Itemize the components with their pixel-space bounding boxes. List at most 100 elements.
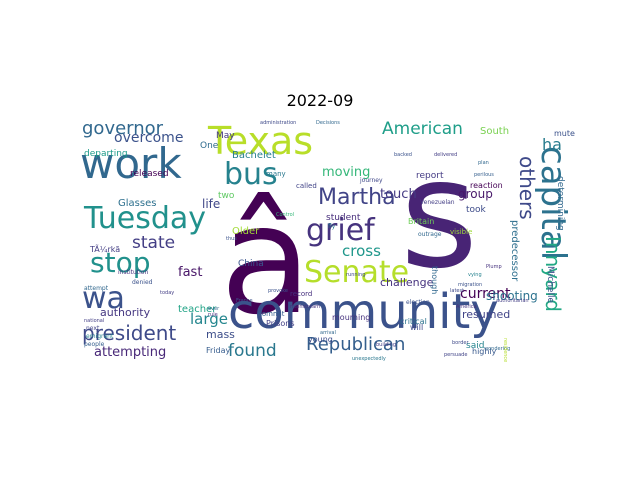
word-109: Control — [276, 212, 294, 218]
word-40: South — [480, 126, 509, 137]
word-91: wondering — [484, 346, 510, 352]
word-105: today — [160, 290, 174, 296]
word-71: commit — [258, 310, 285, 318]
word-100: perilous — [474, 172, 494, 178]
word-72: election — [406, 299, 430, 306]
word-22: large — [190, 310, 228, 328]
word-101: border — [452, 340, 469, 346]
word-98: backed — [394, 152, 412, 158]
word-59: young — [308, 335, 333, 344]
word-0: â — [220, 174, 312, 348]
word-10: grief — [306, 213, 376, 248]
word-48: One — [200, 141, 219, 151]
word-26: moving — [322, 165, 370, 180]
word-68: called — [296, 182, 317, 190]
word-37: teacher — [178, 304, 217, 315]
word-95: vying — [468, 272, 482, 278]
word-17: governor — [82, 118, 164, 139]
word-38: Older — [232, 226, 260, 237]
word-64: reaction — [470, 181, 503, 190]
word-56: Prisons — [266, 319, 295, 328]
word-63: mute — [554, 129, 575, 138]
word-cloud-area: â s community work Texas Tuesday capital Senate… — [80, 116, 576, 364]
word-19: found — [228, 341, 277, 361]
word-12: others — [515, 156, 539, 220]
word-111: France — [236, 298, 253, 304]
word-3: work — [80, 139, 182, 188]
word-77: institution — [118, 269, 148, 276]
word-8: stop — [90, 246, 150, 279]
word-29: fast — [178, 265, 202, 280]
word-81: emigrant — [86, 333, 114, 340]
word-70: record — [290, 290, 312, 298]
word-69: many — [266, 170, 286, 178]
word-45: took — [466, 205, 487, 215]
word-57: mourning — [332, 313, 370, 322]
word-79: denied — [132, 279, 153, 286]
word-86: arrival — [320, 330, 336, 336]
word-108: Plump — [486, 264, 502, 270]
word-52: two — [218, 191, 235, 201]
word-80: next — [86, 325, 100, 332]
word-2: community — [228, 284, 499, 340]
word-53: student — [326, 213, 361, 223]
word-51: departing — [84, 149, 128, 159]
word-76: fly — [328, 223, 336, 230]
word-93: authoritarian — [496, 298, 529, 304]
word-24: overcome — [114, 130, 183, 146]
word-41: Bachelet — [232, 150, 276, 161]
word-103: rule — [208, 312, 218, 318]
word-58: Friday — [206, 346, 231, 355]
word-32: life — [202, 197, 220, 211]
word-96: America — [456, 304, 477, 310]
word-74: Venezuelan — [420, 199, 455, 206]
word-25: current — [460, 286, 511, 302]
word-44: determining — [555, 176, 565, 231]
word-43: Michelle — [545, 266, 555, 303]
word-83: national — [84, 318, 104, 324]
word-1: s — [400, 128, 478, 302]
word-66: though — [430, 266, 439, 294]
word-89: mainstream — [290, 304, 320, 310]
word-16: Republican — [306, 334, 405, 355]
word-9: wa — [82, 281, 125, 316]
word-102: ever — [208, 306, 220, 312]
word-47: said — [466, 341, 484, 351]
word-62: TÃ¼rkã — [89, 244, 120, 254]
word-20: state — [132, 233, 175, 253]
word-21: ha — [542, 135, 562, 154]
word-55: critical — [400, 317, 427, 326]
word-14: president — [82, 321, 176, 345]
word-15: Martha — [318, 185, 396, 210]
word-30: shooting — [486, 289, 538, 303]
word-28: touch — [380, 187, 417, 202]
word-39: Glasses — [118, 198, 156, 209]
word-11: bus — [224, 157, 278, 192]
word-31: group — [458, 187, 493, 201]
word-7: Senate — [304, 255, 409, 290]
word-49: May — [216, 131, 235, 141]
word-4: Texas — [207, 119, 313, 163]
word-42: predecessor — [509, 220, 520, 282]
chart-title: 2022-09 — [286, 91, 354, 110]
word-84: provoke — [268, 288, 288, 294]
word-78: attempt — [84, 285, 109, 292]
word-75: journey — [359, 177, 383, 184]
word-35: authority — [100, 306, 151, 319]
word-23: cross — [342, 242, 381, 260]
word-36: mass — [206, 328, 235, 341]
word-90: latest — [450, 288, 464, 294]
word-6: capital — [533, 146, 573, 260]
word-104: thus — [226, 236, 237, 242]
word-13: Innyard — [541, 236, 565, 312]
word-97: plan — [478, 160, 489, 166]
word-88: unexpectedly — [352, 356, 386, 362]
word-5: Tuesday — [83, 201, 206, 236]
word-34: resumed — [462, 308, 510, 321]
word-54: China — [238, 259, 264, 269]
word-82: people — [84, 341, 105, 348]
word-110: residence — [502, 338, 508, 362]
word-85: running — [346, 272, 365, 278]
word-73: outrage — [418, 231, 442, 238]
